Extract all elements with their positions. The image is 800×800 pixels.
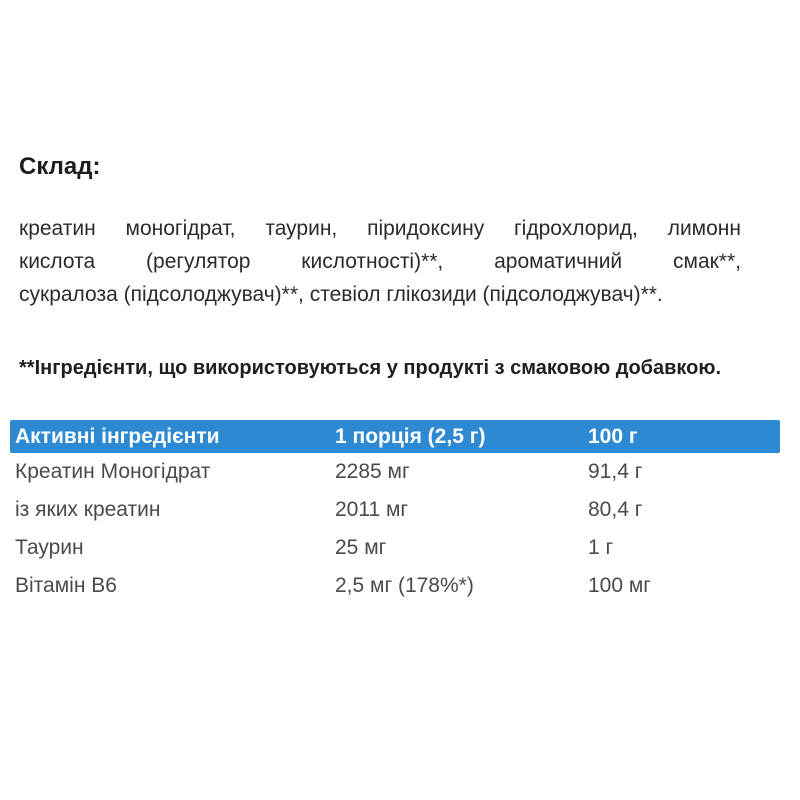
table-row: Вітамін В6 2,5 мг (178%*) 100 мг xyxy=(10,567,780,605)
per-100g-value: 100 мг xyxy=(588,574,651,597)
table-row: із яких креатин 2011 мг 80,4 г xyxy=(10,491,780,529)
per-serving-value: 25 мг xyxy=(335,536,387,559)
per-serving-value: 2285 мг xyxy=(335,460,410,483)
composition-line: кислота (регулятор кислотності)**, арома… xyxy=(19,250,741,273)
column-header-ingredient: Активні інгредієнти xyxy=(15,424,220,448)
table-header-row: Активні інгредієнти 1 порція (2,5 г) 100… xyxy=(10,420,780,453)
column-header-per-100g: 100 г xyxy=(588,424,638,448)
per-100g-value: 80,4 г xyxy=(588,498,643,521)
ingredient-name: Таурин xyxy=(15,536,84,559)
composition-text: креатин моногідрат, таурин, піридоксину … xyxy=(19,212,741,311)
active-ingredients-table: Активні інгредієнти 1 порція (2,5 г) 100… xyxy=(10,420,780,605)
ingredient-name: із яких креатин xyxy=(15,498,161,521)
per-serving-value: 2,5 мг (178%*) xyxy=(335,574,474,597)
column-header-per-serving: 1 порція (2,5 г) xyxy=(335,424,486,448)
per-serving-value: 2011 мг xyxy=(335,498,409,521)
ingredient-name: Креатин Моногідрат xyxy=(15,460,211,483)
composition-line: креатин моногідрат, таурин, піридоксину … xyxy=(19,217,741,240)
table-row: Таурин 25 мг 1 г xyxy=(10,529,780,567)
composition-title: Склад: xyxy=(19,153,101,180)
flavor-additive-note: **Інгредієнти, що використовуються у про… xyxy=(19,357,722,379)
per-100g-value: 1 г xyxy=(588,536,614,559)
per-100g-value: 91,4 г xyxy=(588,460,643,483)
composition-line: сукралоза (підсолоджувач)**, стевіол глі… xyxy=(19,283,663,306)
ingredient-name: Вітамін В6 xyxy=(15,574,117,597)
table-row: Креатин Моногідрат 2285 мг 91,4 г xyxy=(10,453,780,491)
